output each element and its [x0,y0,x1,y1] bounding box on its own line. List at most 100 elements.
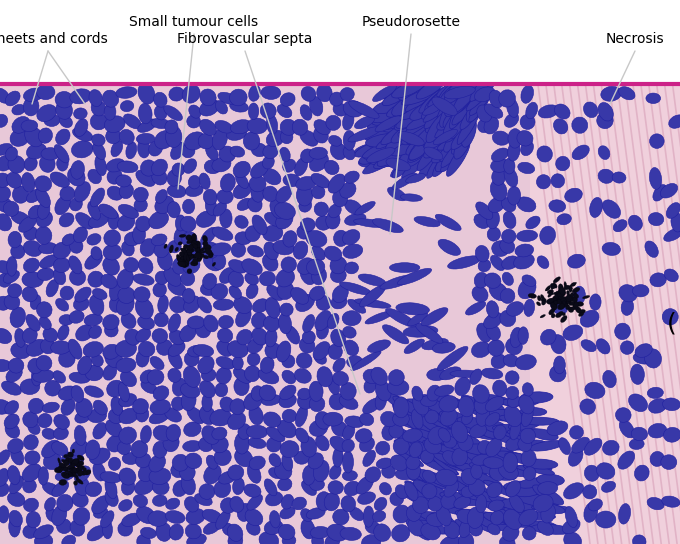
Ellipse shape [201,227,216,245]
Ellipse shape [480,419,508,433]
Ellipse shape [498,462,518,480]
Ellipse shape [197,257,201,262]
Ellipse shape [364,123,400,141]
Ellipse shape [447,141,470,176]
Ellipse shape [330,329,345,347]
Ellipse shape [169,87,184,101]
Ellipse shape [141,527,156,539]
Ellipse shape [76,458,80,465]
Ellipse shape [58,350,75,367]
Ellipse shape [5,91,20,106]
Ellipse shape [122,479,135,495]
Ellipse shape [390,492,403,506]
Ellipse shape [343,146,355,160]
Ellipse shape [520,417,559,425]
Ellipse shape [392,411,409,426]
Ellipse shape [308,453,324,469]
Ellipse shape [62,234,75,245]
Ellipse shape [498,415,539,424]
Ellipse shape [248,438,266,448]
Ellipse shape [91,101,105,116]
Ellipse shape [568,294,571,299]
Ellipse shape [507,428,543,436]
Ellipse shape [590,197,602,218]
Ellipse shape [519,509,538,526]
Ellipse shape [52,442,68,456]
Ellipse shape [141,381,157,393]
Ellipse shape [179,251,184,257]
Ellipse shape [424,123,459,150]
Text: Small tumour cells: Small tumour cells [129,15,258,29]
Ellipse shape [21,120,37,132]
Ellipse shape [185,262,188,267]
Ellipse shape [362,138,403,158]
Ellipse shape [280,119,296,135]
Ellipse shape [566,295,571,302]
Ellipse shape [34,525,53,539]
Ellipse shape [399,506,430,527]
Ellipse shape [501,465,534,477]
Ellipse shape [474,397,490,414]
Ellipse shape [369,143,401,154]
Ellipse shape [524,459,558,469]
Ellipse shape [596,463,615,479]
Ellipse shape [198,252,203,257]
Ellipse shape [71,459,78,465]
Ellipse shape [520,114,535,129]
Ellipse shape [393,124,418,141]
Ellipse shape [309,286,325,300]
Ellipse shape [566,290,570,295]
Ellipse shape [24,435,38,450]
Ellipse shape [150,356,164,370]
Ellipse shape [396,78,433,96]
Text: (: ( [667,312,677,336]
Ellipse shape [154,313,169,327]
Ellipse shape [181,256,184,259]
Ellipse shape [108,211,120,229]
Ellipse shape [598,169,614,183]
Ellipse shape [432,342,455,353]
Ellipse shape [367,147,395,163]
Ellipse shape [522,383,533,396]
Ellipse shape [203,274,217,289]
Ellipse shape [664,428,680,442]
Ellipse shape [619,285,637,302]
Ellipse shape [294,369,311,383]
Ellipse shape [42,402,59,413]
Ellipse shape [89,325,101,338]
Ellipse shape [0,273,12,287]
Ellipse shape [137,119,157,132]
Ellipse shape [107,380,124,397]
Ellipse shape [596,511,616,528]
Ellipse shape [424,107,445,129]
Ellipse shape [360,285,386,307]
Ellipse shape [393,438,409,454]
Ellipse shape [330,92,343,106]
Ellipse shape [398,132,424,146]
Ellipse shape [425,113,447,133]
Ellipse shape [439,79,469,104]
Ellipse shape [394,457,428,481]
Ellipse shape [344,481,360,496]
Ellipse shape [504,481,534,490]
Ellipse shape [354,116,375,129]
Ellipse shape [74,119,88,137]
Ellipse shape [265,520,283,534]
Ellipse shape [106,159,125,172]
Ellipse shape [75,287,91,302]
Ellipse shape [466,83,494,111]
Ellipse shape [182,261,188,265]
Ellipse shape [556,313,560,317]
Ellipse shape [69,472,72,477]
Ellipse shape [40,339,55,354]
Ellipse shape [439,395,458,412]
Ellipse shape [119,408,139,424]
Ellipse shape [455,424,496,436]
Ellipse shape [11,212,30,225]
Ellipse shape [56,494,73,511]
Ellipse shape [178,261,186,267]
Ellipse shape [562,312,565,316]
Ellipse shape [180,260,185,267]
Ellipse shape [213,202,226,216]
Ellipse shape [295,406,307,426]
